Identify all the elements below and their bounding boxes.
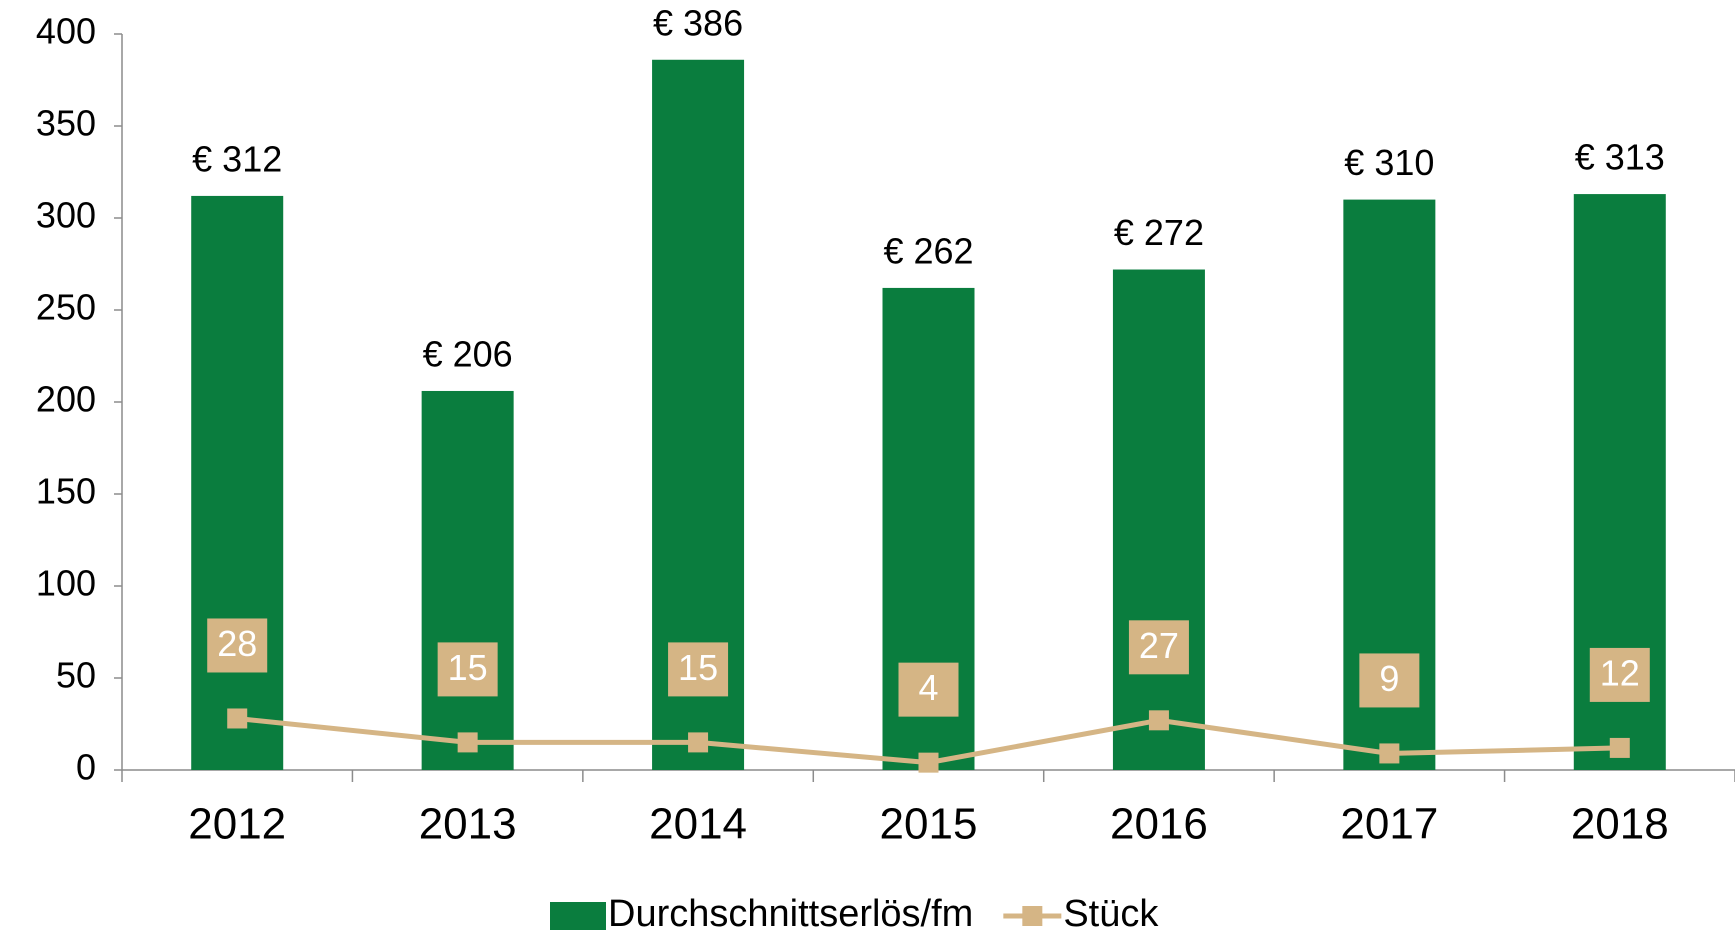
y-tick-label: 150 <box>36 471 96 512</box>
y-tick-label: 100 <box>36 563 96 604</box>
line-value-label: 27 <box>1139 625 1179 666</box>
bar <box>191 195 284 771</box>
x-tick-label: 2016 <box>1110 800 1208 849</box>
bar-value-label: € 310 <box>1344 142 1434 183</box>
line-label-box <box>1128 620 1189 675</box>
line-label-box <box>437 642 498 697</box>
bar-value-label: € 206 <box>423 333 513 374</box>
line-label-box <box>668 642 729 697</box>
line-marker <box>1379 743 1400 764</box>
line-marker <box>1609 737 1630 758</box>
line-value-label: 4 <box>918 667 938 708</box>
x-tick-label: 2014 <box>649 800 747 849</box>
bar-value-label: € 313 <box>1575 137 1665 178</box>
line-label-box <box>898 662 959 717</box>
line-marker <box>227 708 248 729</box>
y-tick-label: 200 <box>36 379 96 420</box>
line-marker <box>457 732 478 753</box>
line-marker <box>1148 710 1169 731</box>
x-tick-label: 2013 <box>419 800 517 849</box>
y-tick-label: 400 <box>36 11 96 52</box>
bar-value-label: € 272 <box>1114 212 1204 253</box>
bar-value-label: € 262 <box>883 230 973 271</box>
line-marker <box>688 732 709 753</box>
line-value-label: 28 <box>217 623 257 664</box>
bar-value-label: € 386 <box>653 2 743 43</box>
x-tick-label: 2017 <box>1340 800 1438 849</box>
legend-label: Durchschnittserlös/fm <box>608 893 973 935</box>
y-tick-label: 50 <box>56 655 96 696</box>
y-tick-label: 350 <box>36 103 96 144</box>
y-tick-label: 0 <box>76 747 96 788</box>
legend-swatch <box>550 902 606 930</box>
x-tick-label: 2018 <box>1571 800 1669 849</box>
line-value-label: 12 <box>1600 652 1640 693</box>
x-tick-label: 2012 <box>188 800 286 849</box>
bar-value-label: € 312 <box>192 138 282 179</box>
y-tick-label: 300 <box>36 195 96 236</box>
line-label-box <box>1589 647 1650 702</box>
y-tick-label: 250 <box>36 287 96 328</box>
legend-marker <box>1022 906 1043 926</box>
line-value-label: 15 <box>448 647 488 688</box>
bar <box>1112 269 1205 770</box>
legend-label: Stück <box>1063 893 1159 935</box>
line-value-label: 15 <box>678 647 718 688</box>
line-label-box <box>207 618 268 673</box>
x-tick-label: 2015 <box>880 800 978 849</box>
bar <box>421 390 514 770</box>
line-value-label: 9 <box>1379 658 1399 699</box>
line-marker <box>918 752 939 773</box>
line-label-box <box>1359 653 1420 708</box>
